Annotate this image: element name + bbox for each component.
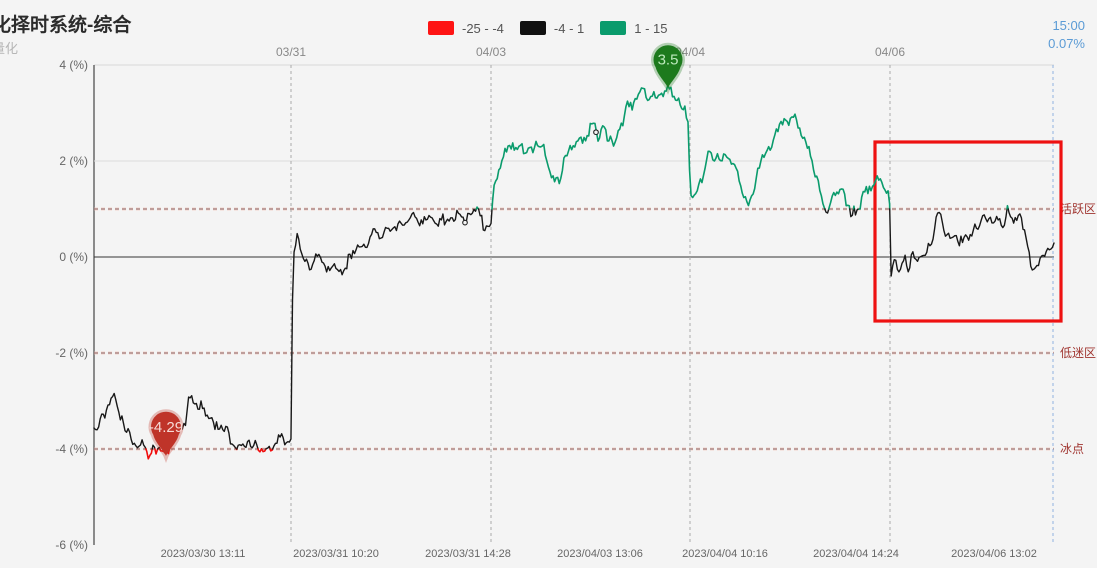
- svg-text:2 (%): 2 (%): [59, 154, 88, 168]
- svg-text:-4 (%): -4 (%): [55, 442, 88, 456]
- svg-text:2023/03/31 10:20: 2023/03/31 10:20: [293, 548, 379, 560]
- svg-text:2023/04/04 10:16: 2023/04/04 10:16: [682, 548, 768, 560]
- svg-text:低迷区: 低迷区: [1060, 346, 1096, 360]
- svg-text:2023/04/06 13:02: 2023/04/06 13:02: [951, 548, 1037, 560]
- svg-text:0 (%): 0 (%): [59, 250, 88, 264]
- svg-text:-4.29: -4.29: [149, 419, 183, 436]
- svg-text:04/06: 04/06: [875, 45, 905, 59]
- svg-text:活跃区: 活跃区: [1060, 202, 1096, 216]
- svg-text:4 (%): 4 (%): [59, 58, 88, 72]
- svg-text:-2 (%): -2 (%): [55, 346, 88, 360]
- svg-text:2023/04/03 13:06: 2023/04/03 13:06: [557, 548, 643, 560]
- svg-text:3.5: 3.5: [658, 52, 679, 69]
- svg-text:2023/03/30 13:11: 2023/03/30 13:11: [161, 548, 246, 560]
- svg-text:2023/04/04 14:24: 2023/04/04 14:24: [813, 548, 899, 560]
- svg-text:2023/03/31 14:28: 2023/03/31 14:28: [425, 548, 511, 560]
- svg-text:03/31: 03/31: [276, 45, 306, 59]
- svg-text:冰点: 冰点: [1060, 442, 1084, 456]
- svg-text:-6 (%): -6 (%): [55, 538, 88, 552]
- svg-text:04/03: 04/03: [476, 45, 506, 59]
